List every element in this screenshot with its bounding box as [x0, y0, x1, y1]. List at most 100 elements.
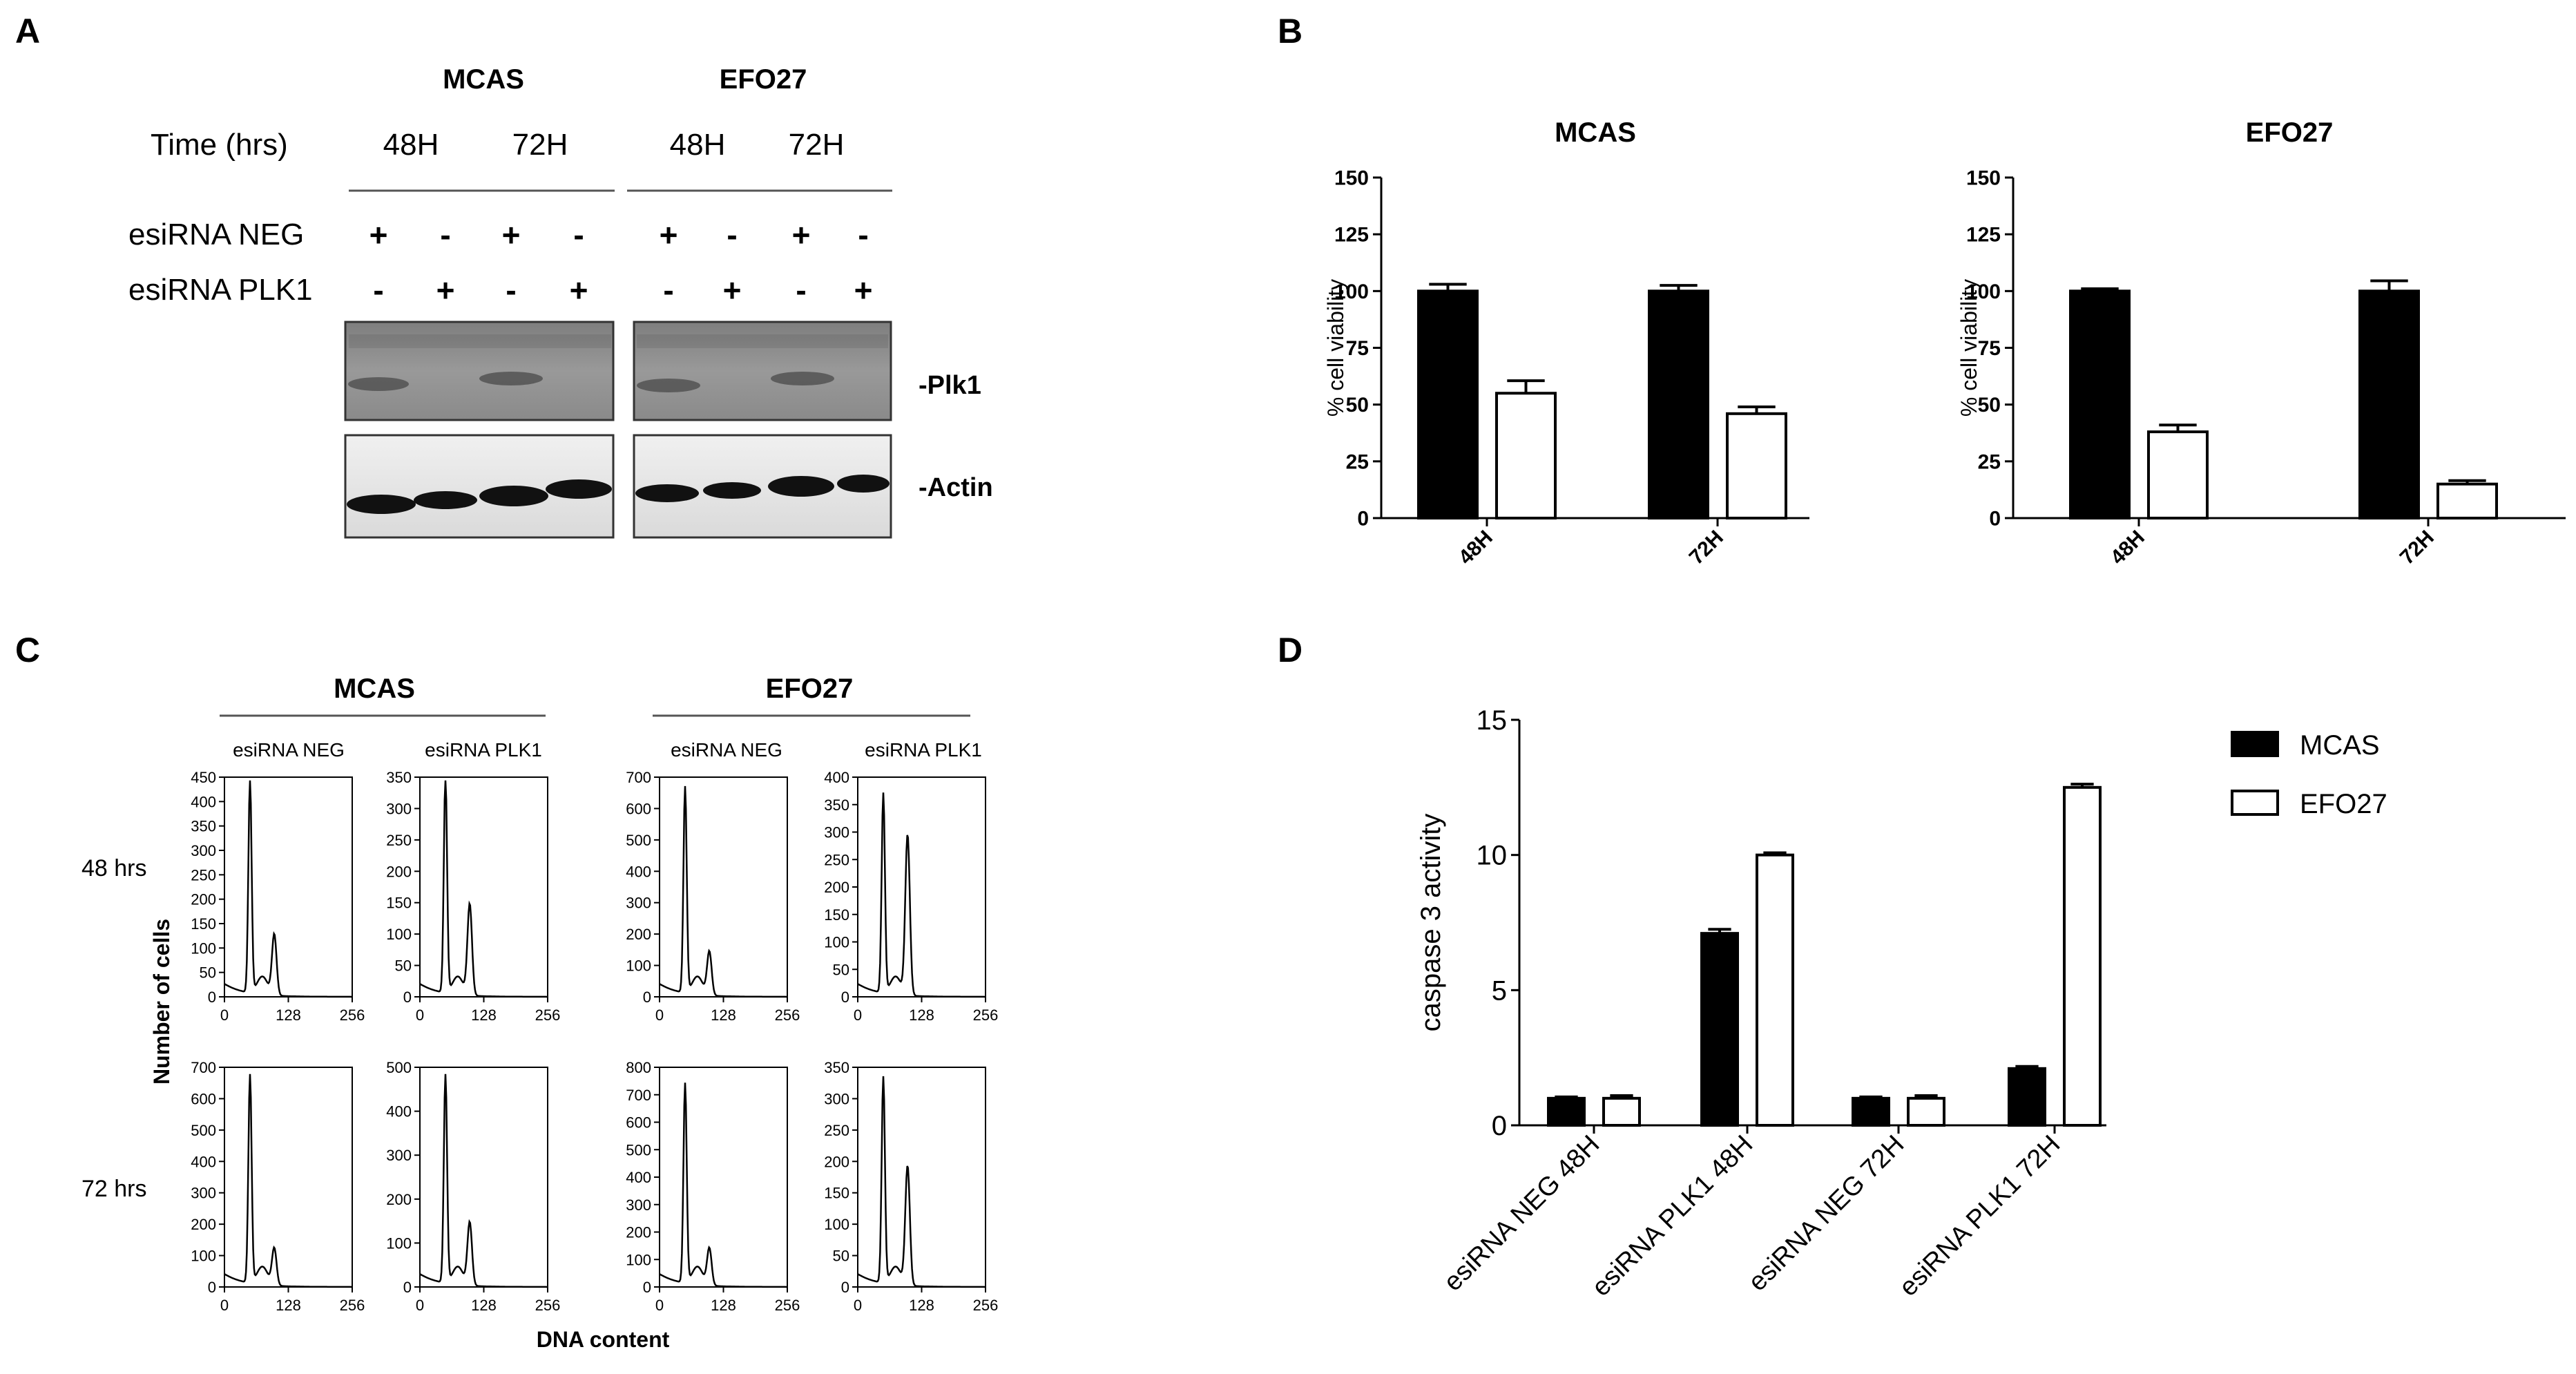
y-tick-label: 150 — [824, 906, 849, 924]
histogram-frame — [659, 1067, 788, 1288]
plk1-bg-smear — [637, 334, 888, 348]
y-tick-label: 500 — [626, 1141, 651, 1158]
y-tick-label: 100 — [824, 934, 849, 951]
bar — [2147, 430, 2209, 520]
actin-band — [837, 475, 890, 493]
chart-title: EFO27 — [2246, 117, 2334, 148]
y-tick-label: 200 — [626, 926, 651, 943]
bar — [1700, 932, 1739, 1127]
flow-condition-4: esiRNA PLK1 — [865, 739, 982, 761]
y-tick-label: 100 — [386, 1234, 412, 1252]
y-tick-label: 700 — [626, 769, 651, 786]
y-tick-label: 0 — [208, 1279, 216, 1296]
y-tick-label: 10 — [1477, 841, 1508, 871]
viability-chart-mcas: MCAS 0 25 50 75 100 125 150 % cell viability 48H 7… — [1323, 117, 1809, 569]
actin-band — [768, 476, 834, 497]
y-tick-label: 200 — [386, 1191, 412, 1208]
wb-group-mcas: MCAS — [443, 64, 524, 95]
wb-time-1: 48H — [383, 128, 439, 162]
wb-sign-neg: + — [502, 217, 521, 253]
x-tick-label: 128 — [276, 1006, 301, 1024]
y-tick-label: 450 — [191, 769, 216, 786]
y-tick-label: 300 — [626, 895, 651, 912]
flow-histograms: 0 50 100 150 200 250 300 350 400 450 0 128 256 0 50 100… — [191, 769, 998, 1314]
y-tick-label: 150 — [386, 895, 412, 912]
x-tick-label: 256 — [775, 1297, 800, 1314]
x-tick-label: 128 — [471, 1297, 497, 1314]
actin-bands — [347, 475, 890, 514]
y-axis-label: caspase 3 activity — [1416, 814, 1446, 1032]
y-tick-label: 0 — [643, 1279, 651, 1296]
histogram-curve — [419, 780, 548, 998]
wb-row-neg-label: esiRNA NEG — [128, 218, 304, 251]
flow-row-72: 72 hrs — [81, 1176, 147, 1202]
y-tick-label: 5 — [1492, 975, 1507, 1006]
y-tick-label: 75 — [1978, 337, 2001, 360]
x-tick-label: 0 — [854, 1297, 862, 1314]
y-tick-label: 350 — [824, 796, 849, 814]
y-tick-label: 250 — [824, 1122, 849, 1139]
x-tick-label: 128 — [276, 1297, 301, 1314]
plk1-bg-smear — [349, 334, 611, 348]
x-tick-label: 0 — [220, 1006, 229, 1024]
legend-swatch — [2231, 790, 2279, 816]
y-tick-label: 100 — [626, 1251, 651, 1268]
y-tick-label: 200 — [191, 1216, 216, 1233]
actin-label: -Actin — [919, 473, 993, 502]
wb-sign-grid: + - + - + - + - - + - + - + - + — [369, 217, 873, 308]
y-tick-label: 400 — [191, 1153, 216, 1170]
flow-group-mcas: MCAS — [334, 674, 415, 704]
y-tick-label: 0 — [1357, 508, 1369, 531]
y-tick-label: 50 — [395, 957, 412, 975]
x-tick-label: 128 — [909, 1006, 934, 1024]
bar — [2063, 785, 2102, 1127]
bar — [2358, 289, 2420, 519]
wb-sign-neg: + — [369, 217, 388, 253]
flow-xlabel: DNA content — [537, 1327, 670, 1352]
histogram-frame — [857, 776, 986, 998]
y-tick-label: 15 — [1477, 705, 1508, 736]
x-tick-label: 128 — [711, 1297, 736, 1314]
x-tick-label: esiRNA PLK1 48H — [1586, 1130, 1758, 1302]
actin-band — [347, 495, 416, 514]
y-tick-label: 300 — [386, 1147, 412, 1164]
y-tick-label: 400 — [626, 1169, 651, 1186]
wb-sign-neg: - — [858, 217, 868, 253]
histogram-curve — [659, 1082, 787, 1288]
x-tick-label: 256 — [340, 1006, 365, 1024]
histogram-frame — [659, 776, 788, 998]
wb-group-efo27: EFO27 — [720, 64, 807, 95]
wb-time-label: Time (hrs) — [151, 128, 288, 162]
actin-band — [414, 491, 477, 509]
bar — [1547, 1096, 1586, 1127]
bar — [1852, 1096, 1890, 1127]
bar — [2008, 1067, 2046, 1127]
y-tick-label: 25 — [1978, 450, 2001, 473]
y-tick-label: 500 — [191, 1122, 216, 1139]
y-tick-label: 100 — [1334, 280, 1369, 303]
y-tick-label: 700 — [191, 1059, 216, 1076]
flow-condition-1: esiRNA NEG — [233, 739, 345, 761]
y-tick-label: 0 — [1492, 1111, 1507, 1141]
y-tick-label: 200 — [191, 891, 216, 908]
plk1-bands — [348, 334, 888, 392]
wb-sign-neg: + — [792, 217, 811, 253]
plk1-label: -Plk1 — [919, 371, 981, 400]
histogram-frame — [224, 776, 353, 998]
actin-band — [479, 486, 548, 506]
y-tick-label: 350 — [386, 769, 412, 786]
histogram-curve — [224, 1074, 352, 1288]
wb-sign-plk1: + — [436, 272, 455, 308]
y-tick-label: 0 — [403, 1279, 412, 1296]
y-tick-label: 300 — [824, 1090, 849, 1107]
y-tick-label: 300 — [191, 1185, 216, 1202]
y-tick-label: 0 — [403, 989, 412, 1006]
y-tick-label: 200 — [824, 1153, 849, 1170]
actin-band — [635, 484, 699, 502]
legend-label: EFO27 — [2300, 789, 2387, 819]
y-tick-label: 150 — [1334, 167, 1369, 190]
wb-sign-plk1: - — [373, 272, 383, 308]
y-tick-label: 0 — [1989, 508, 2001, 531]
histogram-frame — [419, 776, 548, 998]
